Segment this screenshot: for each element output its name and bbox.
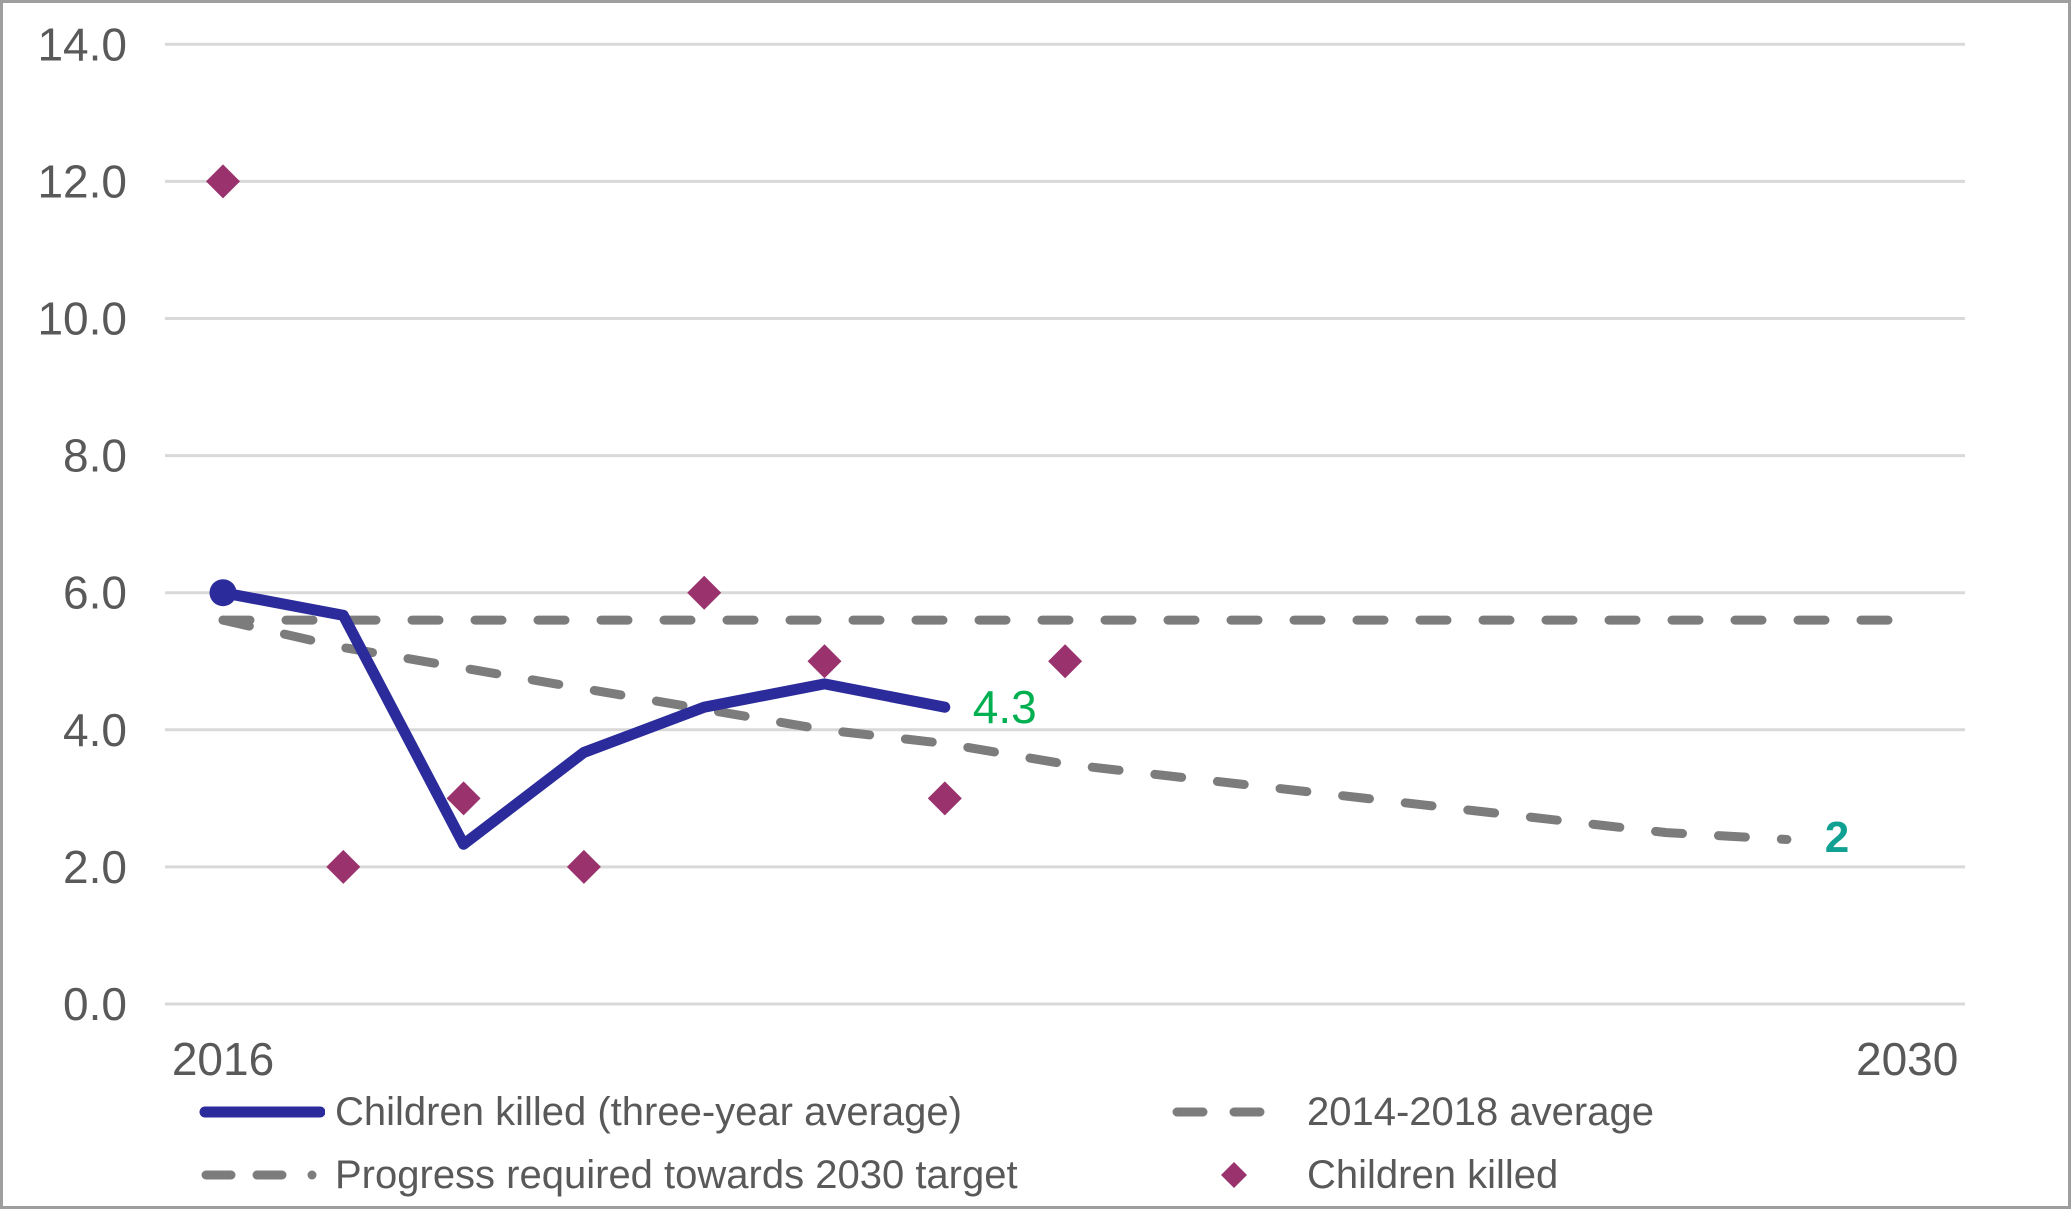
y-axis-tick-label: 8.0 <box>63 430 127 482</box>
three-year-average-end-value-label: 4.3 <box>973 681 1037 733</box>
legend-item-2014-2018-average: 2014-2018 average <box>1170 1090 1654 1134</box>
diamond-data-point <box>446 781 481 816</box>
y-axis-tick-label: 4.0 <box>63 704 127 756</box>
diamond-data-point <box>326 849 361 884</box>
series-progress-required-line <box>218 615 1792 844</box>
diamond-data-point <box>807 644 842 679</box>
y-axis-tick-label: 6.0 <box>63 567 127 619</box>
x-axis-tick-label: 2030 <box>1856 1033 1958 1085</box>
three-year-average-start-marker <box>209 579 237 607</box>
legend-item-progress-required: Progress required towards 2030 target <box>199 1153 1018 1197</box>
series-three-year-average-line <box>217 587 951 850</box>
diamond-data-point <box>566 849 601 884</box>
y-axis-tick-label: 12.0 <box>37 155 127 207</box>
diamond-data-point <box>927 781 962 816</box>
dashed-line-marker-icon <box>1172 1107 1268 1117</box>
legend-label: 2014-2018 average <box>1307 1090 1654 1134</box>
solid-line-marker-icon <box>199 1106 325 1118</box>
y-axis-tick-label: 0.0 <box>63 978 127 1030</box>
diamond-data-point <box>206 164 240 199</box>
diamond-marker-icon <box>1221 1162 1247 1188</box>
diamond-data-point <box>687 575 722 610</box>
legend-label: Children killed (three-year average) <box>335 1090 962 1134</box>
diamond-data-point <box>1048 644 1083 679</box>
x-axis-tick-labels: 2016 2030 <box>172 1033 1959 1085</box>
gridlines <box>165 42 1965 1006</box>
legend-label: Progress required towards 2030 target <box>335 1153 1018 1197</box>
legend-item-children-killed: Children killed <box>1170 1153 1558 1197</box>
y-axis-tick-labels: 0.0 2.0 4.0 6.0 8.0 10.0 12.0 14.0 <box>37 18 127 1030</box>
x-axis-tick-label: 2016 <box>172 1033 274 1085</box>
dash-dash-dot-line-marker-icon <box>201 1170 323 1180</box>
y-axis-tick-label: 14.0 <box>37 18 127 70</box>
children-killed-points <box>206 164 1083 884</box>
progress-target-end-value-label: 2 <box>1825 813 1849 862</box>
y-axis-tick-label: 10.0 <box>37 293 127 345</box>
y-axis-tick-label: 2.0 <box>63 841 127 893</box>
legend-item-three-year-average: Children killed (three-year average) <box>199 1090 962 1134</box>
legend-label: Children killed <box>1307 1153 1559 1197</box>
